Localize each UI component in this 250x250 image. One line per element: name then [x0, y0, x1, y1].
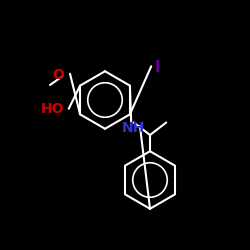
Text: O: O [52, 68, 64, 82]
Text: HO: HO [40, 102, 64, 116]
Text: NH: NH [122, 120, 146, 134]
Text: I: I [155, 60, 160, 75]
